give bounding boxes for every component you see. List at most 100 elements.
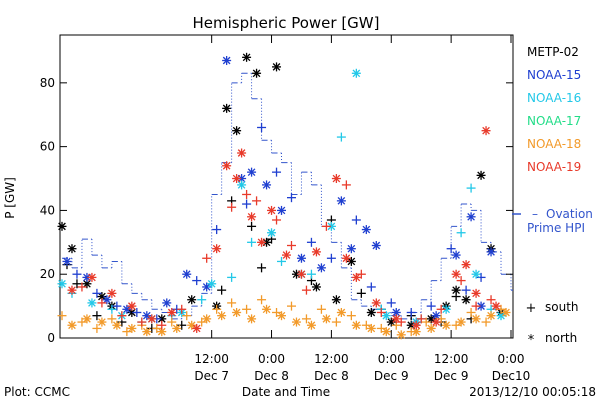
data-point <box>122 327 132 337</box>
data-point <box>257 263 267 273</box>
data-point <box>167 307 177 317</box>
data-point <box>331 317 341 327</box>
data-point <box>222 56 232 66</box>
data-point <box>122 304 132 314</box>
data-point <box>416 314 426 324</box>
data-point <box>232 307 242 317</box>
data-point <box>326 253 336 263</box>
data-point <box>466 183 476 193</box>
data-point <box>411 320 421 330</box>
data-point <box>456 276 466 286</box>
data-point <box>381 327 391 337</box>
x-tick-label-time: 12:00 <box>194 352 229 366</box>
data-point <box>67 320 77 330</box>
data-point <box>237 148 247 158</box>
data-point <box>202 253 212 263</box>
data-point <box>262 180 272 190</box>
data-point <box>127 323 137 333</box>
plot-area: 0 20 40 60 80 12:00 Dec 7 0:00 Dec 8 12:00 Dec 8 0… <box>40 34 530 383</box>
data-point <box>112 301 122 311</box>
data-point <box>446 244 456 254</box>
data-point <box>242 199 252 209</box>
data-point <box>177 304 187 314</box>
data-point <box>286 301 296 311</box>
data-point <box>331 174 341 184</box>
data-point <box>336 132 346 142</box>
data-point <box>72 269 82 279</box>
data-point <box>456 317 466 327</box>
data-point <box>471 288 481 298</box>
data-point <box>187 295 197 305</box>
data-point <box>192 323 202 333</box>
data-point <box>356 288 366 298</box>
data-point <box>336 307 346 317</box>
y-tick-label: 20 <box>40 267 55 281</box>
data-point <box>152 323 162 333</box>
data-point <box>97 317 107 327</box>
data-point <box>272 307 282 317</box>
data-point <box>351 320 361 330</box>
data-point <box>366 323 376 333</box>
data-point <box>232 126 242 136</box>
x-tick-label-time: 0:00 <box>258 352 285 366</box>
data-point <box>296 269 306 279</box>
legend-south-label: south <box>545 300 579 314</box>
data-point <box>346 311 356 321</box>
data-point <box>167 317 177 327</box>
data-point <box>107 304 117 314</box>
data-point <box>321 314 331 324</box>
data-point <box>212 244 222 254</box>
data-point <box>92 311 102 321</box>
data-point <box>247 167 257 177</box>
data-point <box>112 320 122 330</box>
data-point <box>451 292 461 302</box>
data-point <box>242 189 252 199</box>
data-point <box>282 250 291 260</box>
data-point <box>162 298 172 308</box>
data-point <box>471 314 481 324</box>
data-point <box>301 314 311 324</box>
x-tick-label-date: Dec 9 <box>374 369 409 383</box>
data-point <box>257 237 267 247</box>
data-point <box>272 167 282 177</box>
data-point <box>217 311 227 321</box>
data-point <box>371 298 381 308</box>
data-point <box>451 269 461 279</box>
x-tick-label-date: Dec 8 <box>314 369 349 383</box>
data-point <box>431 317 441 327</box>
data-point <box>426 323 436 333</box>
data-point <box>267 228 277 238</box>
data-point <box>182 269 192 279</box>
data-point <box>306 237 316 247</box>
data-point <box>262 304 272 314</box>
data-point <box>336 196 346 206</box>
footer-timestamp: 2013/12/10 00:05:18 <box>469 385 596 399</box>
data-point <box>466 212 476 222</box>
data-point <box>272 215 282 225</box>
data-point <box>471 301 481 311</box>
data-point <box>57 311 67 321</box>
legend-entry: METP-02 <box>527 45 579 59</box>
data-point <box>142 327 152 337</box>
data-point <box>132 307 142 317</box>
data-point <box>296 253 306 263</box>
data-point <box>222 103 232 113</box>
data-point <box>277 205 287 215</box>
data-point <box>406 327 416 337</box>
data-point <box>361 320 371 330</box>
data-point <box>346 256 356 266</box>
y-tick-label: 0 <box>47 331 55 345</box>
data-point <box>147 314 157 324</box>
data-point <box>252 68 262 78</box>
data-point <box>386 298 396 308</box>
data-point <box>102 295 112 305</box>
data-point <box>222 161 232 171</box>
data-point <box>247 237 257 247</box>
legend-ovation-label-line2: Prime HPI <box>527 221 585 235</box>
data-point <box>247 221 257 231</box>
data-point <box>286 241 296 251</box>
data-point <box>376 323 386 333</box>
data-point <box>396 317 406 327</box>
footer-plot-source: Plot: CCMC <box>4 385 70 399</box>
